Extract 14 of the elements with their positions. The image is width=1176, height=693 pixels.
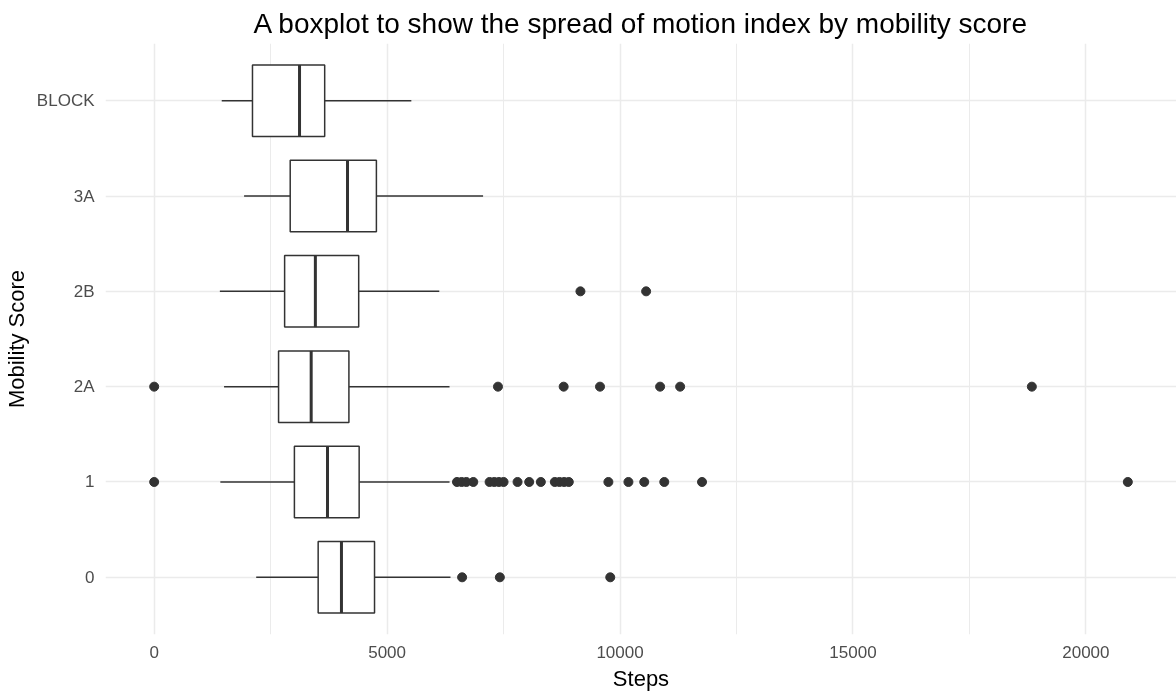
y-tick-label: 2B [73, 281, 95, 301]
x-tick-label: 0 [149, 642, 159, 662]
chart-title: A boxplot to show the spread of motion index by mobility score [253, 7, 1027, 39]
y-tick-label: BLOCK [36, 91, 96, 111]
x-axis-title: Steps [612, 665, 670, 691]
y-tick-label: 3A [73, 186, 96, 206]
x-tick-label: 15000 [829, 642, 877, 662]
y-tick-label: 2A [73, 377, 96, 397]
x-tick-label: 20000 [1062, 642, 1110, 662]
y-axis-title: Mobility Score [3, 269, 29, 409]
y-tick-label: 0 [85, 567, 95, 587]
y-tick-label: 1 [85, 472, 95, 492]
x-tick-label: 10000 [596, 642, 644, 662]
x-tick-label: 5000 [368, 642, 407, 662]
